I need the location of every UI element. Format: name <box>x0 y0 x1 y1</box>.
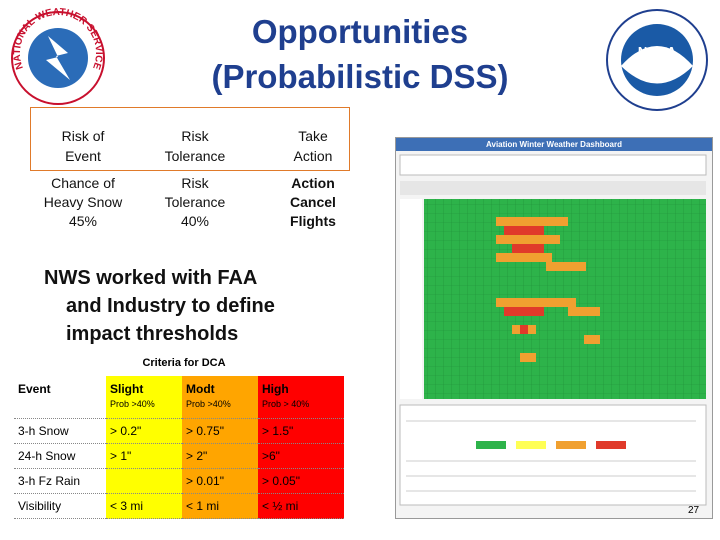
flow-value: Flights <box>290 213 336 229</box>
noaa-logo: NOAA <box>606 9 708 111</box>
header-cell: Modt Prob >40% <box>182 376 258 419</box>
table-cell: 3-h Fz Rain <box>14 468 106 494</box>
table-cell: >6" <box>258 443 344 469</box>
flow-header: Risk of <box>61 128 105 144</box>
table-cell: > 1.5" <box>258 418 344 444</box>
flow-value: Action <box>291 175 335 191</box>
bullet-line: and Industry to define <box>66 295 275 317</box>
bullet-line: impact thresholds <box>66 323 239 345</box>
table-cell <box>106 468 182 494</box>
header-sub: Prob >40% <box>110 399 155 409</box>
table-caption: Criteria for DCA <box>142 357 226 369</box>
table-cell: > 0.75" <box>182 418 258 444</box>
dashboard-body <box>399 154 707 506</box>
table-cell: > 2" <box>182 443 258 469</box>
nws-logo: NATIONAL WEATHER SERVICE <box>11 8 105 105</box>
flow-value: Cancel <box>290 194 336 210</box>
bullet-line: NWS worked with FAA <box>44 267 258 289</box>
flow-header-box <box>30 107 350 171</box>
header-cell: High Prob > 40% <box>258 376 344 419</box>
table-cell: > 0.2" <box>106 418 182 444</box>
header-name: High <box>262 382 289 396</box>
header-sub: Prob >40% <box>186 399 231 409</box>
table-cell: > 1" <box>106 443 182 469</box>
criteria-table: Event Slight Prob >40% Modt Prob >40% High Pro… <box>14 376 344 519</box>
flow-value: Risk <box>181 175 209 191</box>
table-cell: < 1 mi <box>182 493 258 519</box>
header-sub: Prob > 40% <box>262 399 310 409</box>
header-name: Modt <box>186 382 215 396</box>
header-name: Slight <box>110 382 144 396</box>
table-cell: < 3 mi <box>106 493 182 519</box>
logo-text: NOAA <box>638 44 677 59</box>
table-row: 24-h Snow > 1" > 2" >6" <box>14 443 344 469</box>
table-row: 3-h Fz Rain > 0.01" > 0.05" <box>14 468 344 494</box>
table-row: 3-h Snow > 0.2" > 0.75" > 1.5" <box>14 418 344 444</box>
table-cell: > 0.01" <box>182 468 258 494</box>
header-row: Event Slight Prob >40% Modt Prob >40% High Pro… <box>14 376 344 419</box>
header-cell: Event <box>14 376 106 419</box>
table-row: Visibility < 3 mi < 1 mi < ½ mi <box>14 493 344 519</box>
table-cell: 24-h Snow <box>14 443 106 469</box>
flow-value: Chance of <box>51 175 115 191</box>
title-line: Opportunities <box>251 13 469 50</box>
flow-header: Take <box>298 128 328 144</box>
title-line: (Probabilistic DSS) <box>211 58 509 95</box>
flow-value: 45% <box>68 213 98 229</box>
header-name: Event <box>18 382 51 396</box>
table-cell: > 0.05" <box>258 468 344 494</box>
table-cell: Visibility <box>14 493 106 519</box>
table-cell: 3-h Snow <box>14 418 106 444</box>
flow-header: Risk <box>181 128 209 144</box>
flow-value: Heavy Snow <box>43 194 123 210</box>
flow-value: Tolerance <box>164 194 226 210</box>
flow-header: Event <box>65 148 101 164</box>
table-cell: < ½ mi <box>258 493 344 519</box>
flow-value: 40% <box>180 213 210 229</box>
dashboard-screenshot: Aviation Winter Weather Dashboard <box>395 137 713 519</box>
flow-header: Tolerance <box>164 148 226 164</box>
page-number: 27 <box>688 505 700 516</box>
flow-header: Action <box>293 148 333 164</box>
dashboard-title: Aviation Winter Weather Dashboard <box>396 138 712 151</box>
header-cell: Slight Prob >40% <box>106 376 182 419</box>
